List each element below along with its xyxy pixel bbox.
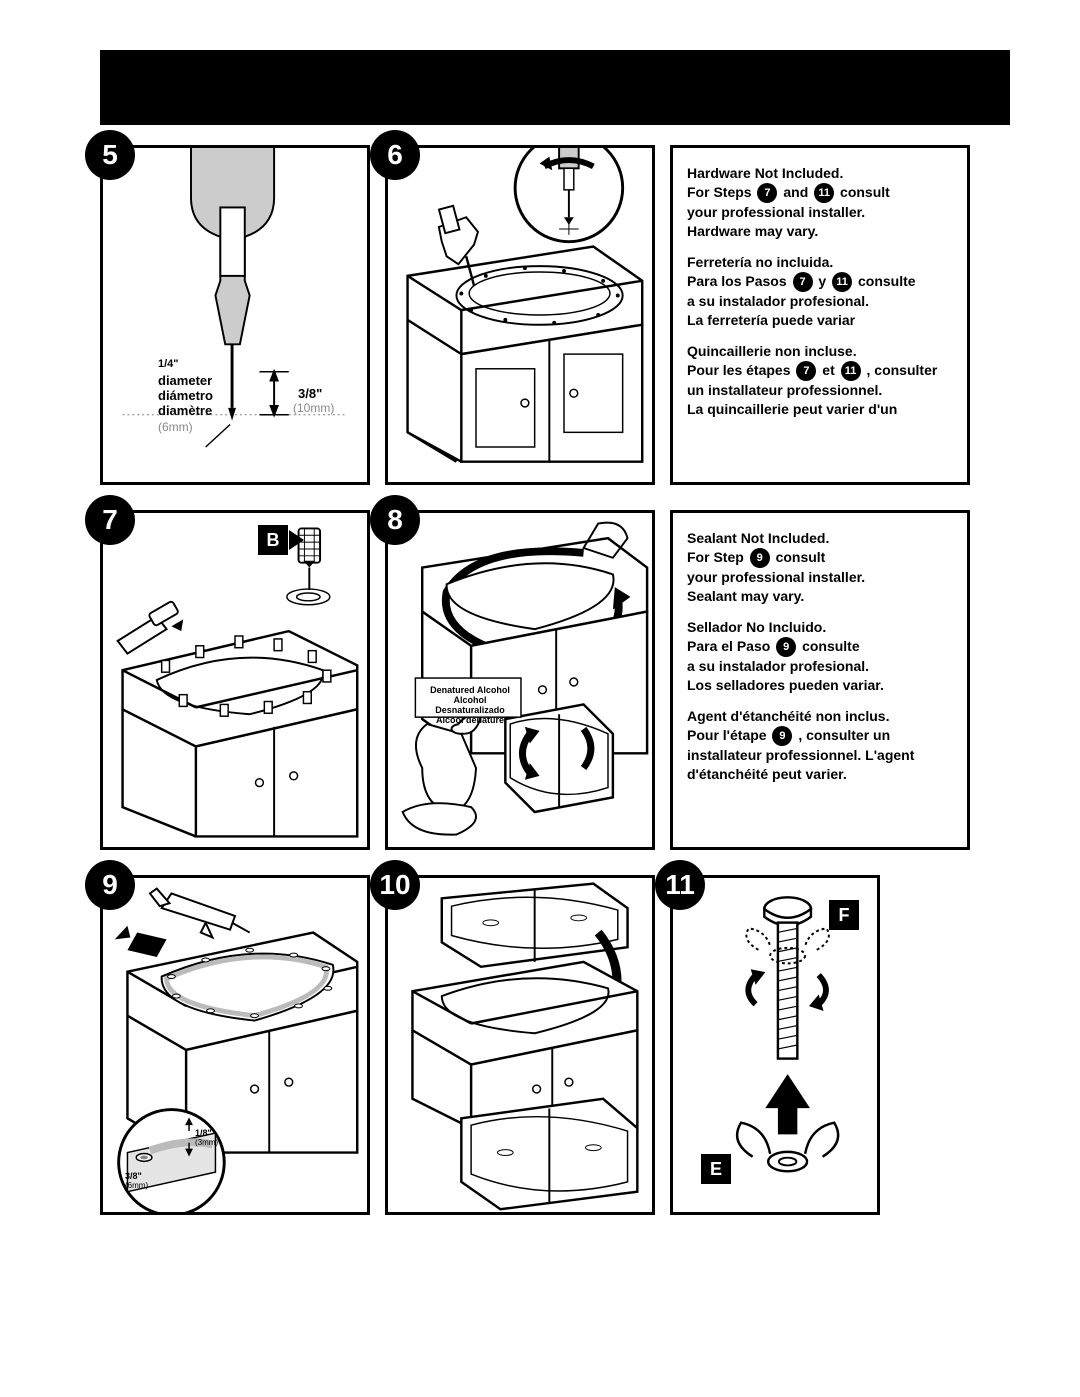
text: your professional installer. xyxy=(687,204,865,220)
text: installateur professionnel. L'agent xyxy=(687,747,914,763)
step-badge-5: 5 xyxy=(85,130,135,180)
illustration-step-8 xyxy=(388,513,652,847)
text: et xyxy=(822,362,834,378)
panel-step-9: 9 xyxy=(100,875,370,1215)
text: Ferretería no incluida. xyxy=(687,254,833,270)
label-diameter-fr: diamètre xyxy=(158,403,212,418)
text: Sealant may vary. xyxy=(687,588,804,604)
inline-badge-9: 9 xyxy=(750,548,770,568)
text: Hardware may vary. xyxy=(687,223,818,239)
part-badge-B: B xyxy=(258,525,288,555)
inline-badge-9b: 9 xyxy=(776,637,796,657)
step-badge-10: 10 xyxy=(370,860,420,910)
arrow-icon xyxy=(289,530,304,550)
label-9-3mm: (3mm) xyxy=(195,1138,218,1147)
header-bar xyxy=(100,50,1010,125)
inline-badge-7b: 7 xyxy=(793,272,813,292)
text: For Steps xyxy=(687,184,752,200)
note-hardware: Hardware Not Included. For Steps 7 and 1… xyxy=(670,145,970,485)
panel-step-8: 8 xyxy=(385,510,655,850)
label-diameter-es: diámetro xyxy=(158,388,213,403)
inline-badge-11b: 11 xyxy=(832,272,852,292)
panel-step-10: 10 xyxy=(385,875,655,1215)
text: d'étanchéité peut varier. xyxy=(687,766,847,782)
note-hardware-en: Hardware Not Included. For Steps 7 and 1… xyxy=(687,164,953,241)
label-9-one-eighth: 1/8" xyxy=(195,1128,212,1138)
text: Hardware Not Included. xyxy=(687,165,843,181)
illustration-step-10 xyxy=(388,878,652,1212)
step-badge-11: 11 xyxy=(655,860,705,910)
text: Para el Paso xyxy=(687,638,770,654)
text: Sellador No Incluido. xyxy=(687,619,826,635)
step-badge-6: 6 xyxy=(370,130,420,180)
part-badge-F: F xyxy=(829,900,859,930)
inline-badge-11c: 11 xyxy=(841,361,861,381)
text: a su instalador profesional. xyxy=(687,658,869,674)
label-10mm: (10mm) xyxy=(293,401,334,415)
text: y xyxy=(818,273,826,289)
note-hardware-fr: Quincaillerie non incluse. Pour les étap… xyxy=(687,342,953,419)
text: , consulter un xyxy=(798,727,890,743)
text: un installateur professionnel. xyxy=(687,382,882,398)
label-quarter-inch: 1/4" xyxy=(158,358,179,370)
text: a su instalador profesional. xyxy=(687,293,869,309)
illustration-step-7 xyxy=(103,513,367,847)
step-badge-9: 9 xyxy=(85,860,135,910)
label-alcohol-fr: Alcool dénaturé xyxy=(420,715,520,725)
illustration-step-6 xyxy=(388,148,652,482)
label-alcohol-es: Alcohol Desnaturalizado xyxy=(420,695,520,715)
text: consulte xyxy=(802,638,860,654)
label-three-eighths: 3/8" xyxy=(298,386,322,401)
text: consulte xyxy=(858,273,916,289)
panel-step-5: 5 1/4" diameter d xyxy=(100,145,370,485)
text: and xyxy=(783,184,808,200)
illustration-step-9 xyxy=(103,878,367,1212)
panel-step-6: 6 xyxy=(385,145,655,485)
text: La ferretería puede variar xyxy=(687,312,855,328)
text: Pour l'étape xyxy=(687,727,767,743)
text: Agent d'étanchéité non inclus. xyxy=(687,708,889,724)
text: your professional installer. xyxy=(687,569,865,585)
text: Sealant Not Included. xyxy=(687,530,829,546)
part-badge-E: E xyxy=(701,1154,731,1184)
step-badge-7: 7 xyxy=(85,495,135,545)
panel-step-11: 11 F E xyxy=(670,875,880,1215)
text: For Step xyxy=(687,549,744,565)
text: consult xyxy=(840,184,890,200)
text: Los selladores pueden variar. xyxy=(687,677,884,693)
text: Para los Pasos xyxy=(687,273,787,289)
label-6mm: (6mm) xyxy=(158,420,193,434)
note-sealant-en: Sealant Not Included. For Step 9 consult… xyxy=(687,529,953,606)
text: , consulter xyxy=(867,362,938,378)
step-badge-8: 8 xyxy=(370,495,420,545)
label-9-three-eighths: 3/8" xyxy=(125,1171,142,1181)
inline-badge-7: 7 xyxy=(757,183,777,203)
text: consult xyxy=(776,549,826,565)
note-sealant-es: Sellador No Incluido. Para el Paso 9 con… xyxy=(687,618,953,695)
label-diameter-en: diameter xyxy=(158,373,212,388)
text: La quincaillerie peut varier d'un xyxy=(687,401,897,417)
note-sealant-fr: Agent d'étanchéité non inclus. Pour l'ét… xyxy=(687,707,953,784)
note-hardware-es: Ferretería no incluida. Para los Pasos 7… xyxy=(687,253,953,330)
inline-badge-11: 11 xyxy=(814,183,834,203)
note-sealant: Sealant Not Included. For Step 9 consult… xyxy=(670,510,970,850)
panel-step-7: 7 B xyxy=(100,510,370,850)
page: 5 1/4" diameter d xyxy=(0,0,1080,1397)
illustration-step-5 xyxy=(103,148,367,482)
inline-badge-7c: 7 xyxy=(796,361,816,381)
label-9-6mm: (6mm) xyxy=(125,1181,148,1190)
text: Quincaillerie non incluse. xyxy=(687,343,857,359)
text: Pour les étapes xyxy=(687,362,791,378)
inline-badge-9c: 9 xyxy=(772,726,792,746)
label-alcohol-en: Denatured Alcohol xyxy=(420,685,520,695)
instruction-grid: 5 1/4" diameter d xyxy=(100,145,1010,1215)
